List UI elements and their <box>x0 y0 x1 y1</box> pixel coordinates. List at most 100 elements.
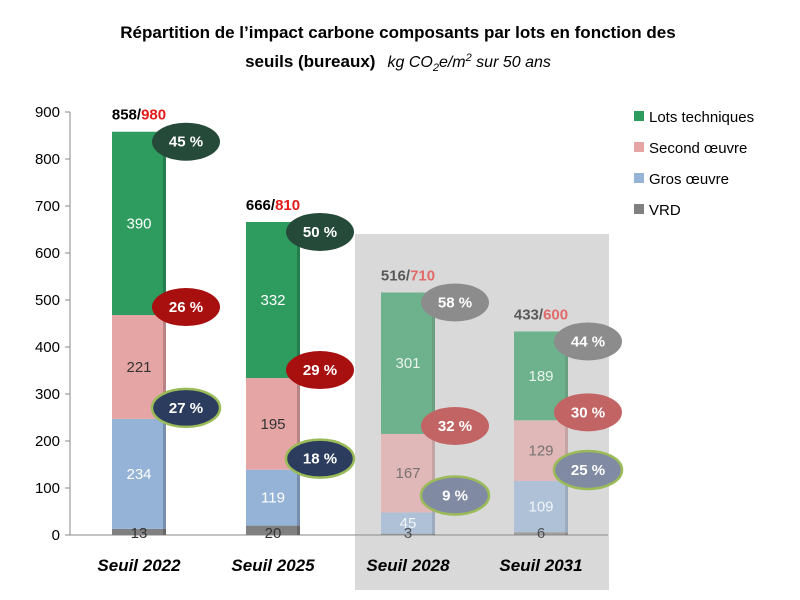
value-label-lots-techniques: 189 <box>528 368 553 385</box>
bar-gros-oeuvre-seuil-2031 <box>514 480 568 533</box>
chart-title-line-2: seuils (bureaux) kg CO2e/m2 sur 50 ans <box>245 52 551 74</box>
chart-units: kg CO2e/m2 sur 50 ans <box>387 52 550 74</box>
y-tick-label: 700 <box>35 198 60 215</box>
bar-edge <box>297 469 300 526</box>
percent-label-lots-techniques: 44 % <box>571 333 605 350</box>
category-label-seuil-2031: Seuil 2031 <box>499 556 582 575</box>
bar-lots-techniques-seuil-2028 <box>381 292 435 434</box>
category-label-seuil-2025: Seuil 2025 <box>231 556 315 575</box>
value-label-gros-oeuvre: 234 <box>126 466 151 483</box>
percent-badge-lots-techniques <box>421 283 489 322</box>
total-threshold: 710 <box>410 267 435 284</box>
units-pre: kg CO <box>387 54 432 71</box>
percent-badge-second-oeuvre <box>286 351 354 390</box>
bar-edge <box>163 528 166 535</box>
total-label-seuil-2022: 858/980 <box>112 107 166 124</box>
bar-gros-oeuvre-seuil-2022 <box>112 418 166 529</box>
value-label-lots-techniques: 390 <box>126 215 151 232</box>
value-label-gros-oeuvre: 119 <box>261 490 285 507</box>
total-threshold: 810 <box>275 197 300 214</box>
category-label-seuil-2022: Seuil 2022 <box>97 556 181 575</box>
percent-label-second-oeuvre: 29 % <box>303 362 337 379</box>
bar-edge <box>163 418 166 529</box>
percent-label-second-oeuvre: 30 % <box>571 404 605 421</box>
percent-label-gros-oeuvre: 27 % <box>169 400 203 417</box>
percent-badge-gros-oeuvre <box>419 475 491 516</box>
bar-edge <box>432 512 435 534</box>
bar-vrd-seuil-2028 <box>381 533 435 535</box>
total-threshold: 980 <box>141 107 166 124</box>
bar-vrd-seuil-2022 <box>112 528 166 535</box>
bar-edge <box>565 480 568 533</box>
percent-badge-gros-oeuvre <box>284 438 356 479</box>
chart-title-main: seuils (bureaux) <box>245 52 375 71</box>
units-sub: 2 <box>432 62 439 74</box>
percent-badge-second-oeuvre <box>152 288 220 327</box>
y-axis: 0 100 200 300 400 500 600 700 800 900 <box>35 104 608 544</box>
total-threshold: 600 <box>543 306 568 323</box>
percent-badge-second-oeuvre <box>421 406 489 445</box>
bar-stack-seuil-2025 <box>246 221 300 535</box>
total-label-seuil-2031: 433/600 <box>514 306 568 323</box>
total-label-seuil-2028: 516/710 <box>381 267 435 284</box>
units-post: sur 50 ans <box>472 54 551 71</box>
value-label-vrd: 20 <box>265 525 282 542</box>
y-tick-label: 0 <box>52 527 60 544</box>
total-current: 858 <box>112 107 137 124</box>
percent-label-lots-techniques: 50 % <box>303 224 337 241</box>
legend: Lots techniques Second œuvre Gros œuvre VRD <box>634 109 754 219</box>
bar-vrd-seuil-2025 <box>246 525 300 535</box>
percent-badge-lots-techniques <box>554 322 622 361</box>
bar-edge <box>297 221 300 379</box>
y-tick-label: 100 <box>35 480 60 497</box>
value-label-lots-techniques: 332 <box>260 292 285 309</box>
legend-swatch-second-oeuvre <box>634 142 644 152</box>
y-tick-label: 400 <box>35 339 60 356</box>
total-current: 666 <box>246 197 271 214</box>
total-separator: / <box>271 197 276 214</box>
bar-gros-oeuvre-seuil-2028 <box>381 512 435 534</box>
bar-stack-seuil-2028 <box>381 292 435 535</box>
percent-label-lots-techniques: 58 % <box>438 294 472 311</box>
value-label-gros-oeuvre: 45 <box>400 515 417 532</box>
bar-lots-techniques-seuil-2022 <box>112 131 166 316</box>
value-label-vrd: 13 <box>131 525 148 542</box>
total-separator: / <box>406 267 411 284</box>
total-current: 433 <box>514 306 539 323</box>
percent-badge-lots-techniques <box>152 122 220 161</box>
value-label-second-oeuvre: 129 <box>528 443 553 460</box>
legend-swatch-lots-techniques <box>634 111 644 121</box>
bar-edge <box>297 525 300 535</box>
bar-edge <box>565 420 568 481</box>
bars <box>112 131 568 535</box>
bar-vrd-seuil-2031 <box>514 532 568 535</box>
y-tick-label: 600 <box>35 245 60 262</box>
bar-edge <box>163 131 166 316</box>
percent-badge-lots-techniques <box>286 212 354 251</box>
category-label-seuil-2028: Seuil 2028 <box>366 556 450 575</box>
y-tick-label: 500 <box>35 292 60 309</box>
bar-edge <box>565 331 568 421</box>
percent-label-second-oeuvre: 26 % <box>169 299 203 316</box>
percent-label-gros-oeuvre: 9 % <box>442 487 468 504</box>
value-label-second-oeuvre: 167 <box>395 465 420 482</box>
units-mid: e/m <box>439 54 466 71</box>
bar-stack-seuil-2022 <box>112 131 166 535</box>
percent-label-gros-oeuvre: 25 % <box>571 462 605 479</box>
value-label-gros-oeuvre: 109 <box>528 499 553 516</box>
value-label-second-oeuvre: 195 <box>260 416 285 433</box>
bar-edge <box>432 433 435 513</box>
value-label-vrd: 6 <box>537 525 545 542</box>
value-label-vrd: 3 <box>404 525 412 542</box>
percent-badge-second-oeuvre <box>554 393 622 432</box>
total-label-seuil-2025: 666/810 <box>246 197 300 214</box>
percent-label-lots-techniques: 45 % <box>169 134 203 151</box>
value-label-second-oeuvre: 221 <box>126 359 151 376</box>
percent-badge-gros-oeuvre <box>552 449 624 491</box>
legend-swatch-vrd <box>634 204 644 214</box>
percent-label-second-oeuvre: 32 % <box>438 418 472 435</box>
legend-label-gros-oeuvre: Gros œuvre <box>649 171 729 188</box>
y-tick-label: 800 <box>35 151 60 168</box>
units-sup: 2 <box>465 52 472 64</box>
